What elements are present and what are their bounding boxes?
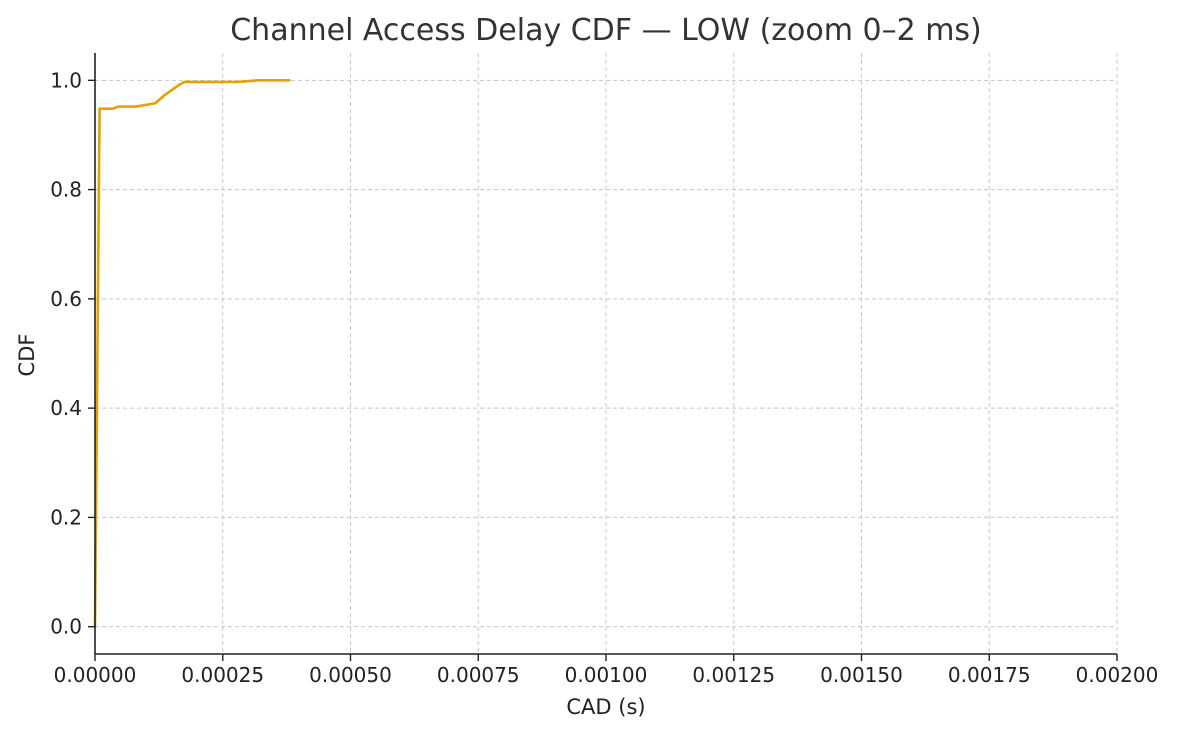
x-tick-label: 0.00000	[54, 663, 137, 687]
x-tick-label: 0.00175	[948, 663, 1031, 687]
chart-title: Channel Access Delay CDF — LOW (zoom 0–2…	[230, 13, 982, 48]
x-tick-label: 0.00050	[309, 663, 392, 687]
y-tick-label: 0.8	[50, 178, 82, 202]
y-tick-label: 0.2	[50, 505, 82, 529]
x-tick-label: 0.00025	[181, 663, 264, 687]
x-tick-label: 0.00125	[692, 663, 775, 687]
x-tick-label: 0.00200	[1076, 663, 1159, 687]
y-tick-label: 0.6	[50, 287, 82, 311]
x-tick-label: 0.00075	[437, 663, 520, 687]
x-tick-label: 0.00150	[820, 663, 903, 687]
axes	[94, 53, 1117, 655]
y-ticks: 0.0 0.2 0.4 0.6 0.8 1.0	[50, 68, 95, 639]
series-layer	[93, 79, 291, 628]
y-axis-label: CDF	[15, 334, 39, 377]
cdf-series-line	[93, 79, 291, 628]
grid	[95, 53, 1118, 654]
y-tick-label: 0.0	[50, 615, 82, 639]
y-tick-label: 1.0	[50, 68, 82, 92]
y-tick-label: 0.4	[50, 396, 82, 420]
x-axis-label: CAD (s)	[566, 695, 645, 719]
x-tick-label: 0.00100	[565, 663, 648, 687]
x-ticks: 0.00000 0.00025 0.00050 0.00075 0.00100 0.001…	[54, 654, 1159, 687]
